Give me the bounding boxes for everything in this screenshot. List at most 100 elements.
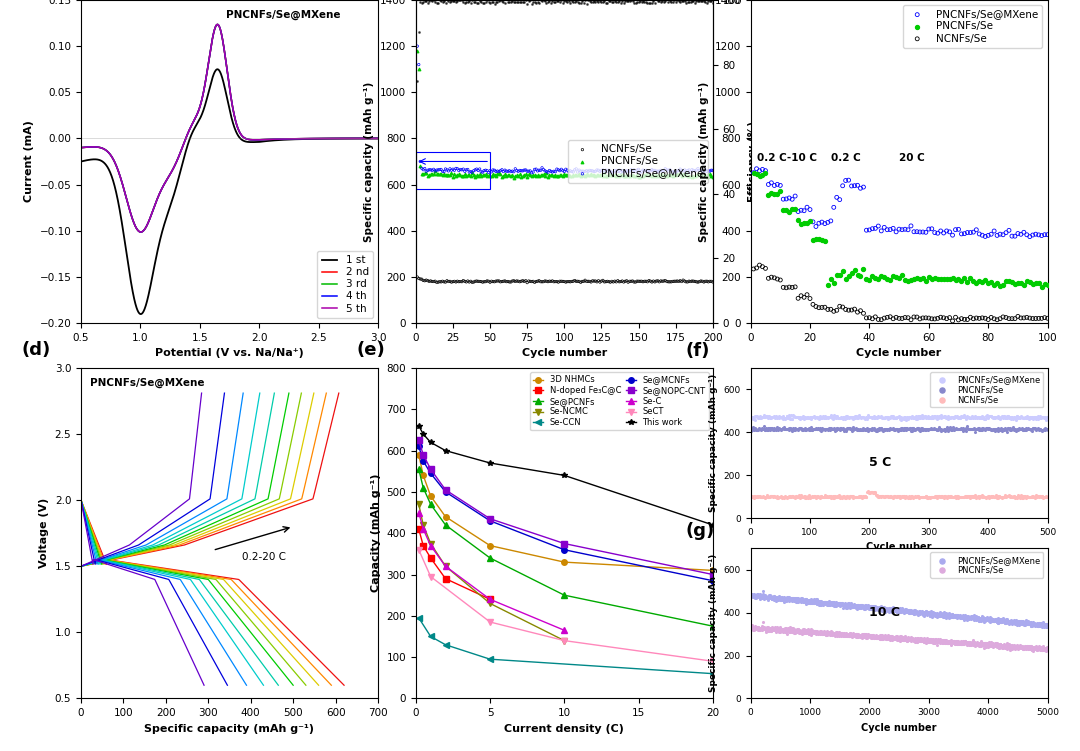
PNCNFs/Se [829, 627, 847, 639]
PNCNFs/Se [883, 630, 901, 642]
PNCNFs/Se [998, 641, 1015, 653]
PNCNFs/Se@MXene [932, 609, 949, 621]
PNCNFs/Se [999, 638, 1016, 650]
PNCNFs/Se [967, 639, 984, 651]
NCNFs/Se [579, 276, 596, 288]
PNCNFs/Se@MXene [757, 590, 774, 602]
NCNFs/Se [974, 312, 991, 324]
PNCNFs/Se@MXene [856, 412, 874, 424]
NCNFs/Se [630, 276, 647, 288]
NCNFs/Se [747, 490, 765, 502]
PNCNFs/Se@MXene [1018, 412, 1036, 424]
PNCNFs/Se@MXene [894, 602, 912, 614]
PNCNFs/Se@MXene [841, 602, 859, 614]
PNCNFs/Se [753, 622, 770, 634]
PNCNFs/Se@MXene [1032, 412, 1050, 424]
PNCNFs/Se [793, 625, 810, 637]
PNCNFs/Se [784, 622, 801, 634]
PNCNFs/Se [746, 622, 764, 634]
PNCNFs/Se@MXene [1001, 615, 1018, 627]
PNCNFs/Se [964, 275, 982, 287]
PNCNFs/Se [1031, 643, 1049, 655]
PNCNFs/Se [902, 632, 919, 644]
PNCNFs/Se@MXene [928, 609, 945, 621]
PNCNFs/Se [838, 630, 855, 642]
PNCNFs/Se [670, 168, 687, 180]
PNCNFs/Se [486, 169, 503, 181]
NCNFs/Se [822, 492, 839, 504]
PNCNFs/Se@MXene [1001, 412, 1018, 424]
PNCNFs/Se@MXene [834, 597, 851, 609]
NCNFs/Se [807, 300, 825, 312]
PNCNFs/Se@MXene [1010, 617, 1027, 629]
PNCNFs/Se [1038, 643, 1055, 655]
PNCNFs/Se@MXene [764, 411, 781, 423]
PNCNFs/Se@MXene [948, 410, 966, 422]
Point [638, 0, 656, 9]
PNCNFs/Se [957, 638, 974, 650]
NCNFs/Se [573, 276, 591, 288]
PNCNFs/Se@MXene [745, 590, 762, 602]
PNCNFs/Se [910, 635, 928, 647]
PNCNFs/Se [909, 422, 927, 434]
PNCNFs/Se@MXene [762, 592, 780, 604]
NCNFs/Se [990, 490, 1008, 502]
4 th [307, 134, 320, 143]
PNCNFs/Se@MXene [859, 602, 876, 614]
PNCNFs/Se@MXene [781, 593, 798, 605]
NCNFs/Se [964, 312, 982, 324]
PNCNFs/Se@MXene [869, 220, 887, 232]
NCNFs/Se [882, 491, 900, 503]
PNCNFs/Se@MXene [937, 609, 955, 621]
PNCNFs/Se [902, 273, 919, 285]
PNCNFs/Se [753, 422, 770, 434]
PNCNFs/Se@MXene [849, 600, 866, 612]
PNCNFs/Se@MXene [950, 610, 968, 622]
PNCNFs/Se@MXene [785, 594, 802, 606]
PNCNFs/Se [822, 626, 839, 638]
PNCNFs/Se [961, 637, 978, 649]
NCNFs/Se [602, 276, 619, 288]
PNCNFs/Se@MXene [833, 599, 850, 611]
PNCNFs/Se [1026, 642, 1043, 654]
PNCNFs/Se [835, 629, 852, 641]
NCNFs/Se [961, 311, 978, 323]
NCNFs/Se [876, 491, 893, 503]
PNCNFs/Se [958, 637, 975, 649]
PNCNFs/Se [962, 638, 980, 650]
PNCNFs/Se [978, 638, 996, 650]
PNCNFs/Se@MXene [430, 164, 447, 176]
NCNFs/Se [1018, 490, 1036, 502]
PNCNFs/Se [757, 623, 774, 635]
PNCNFs/Se [773, 624, 791, 636]
PNCNFs/Se@MXene [652, 164, 670, 176]
PNCNFs/Se@MXene [836, 597, 853, 609]
PNCNFs/Se [431, 167, 448, 179]
PNCNFs/Se@MXene [994, 614, 1011, 626]
PNCNFs/Se@MXene [829, 599, 847, 611]
PNCNFs/Se [869, 423, 887, 435]
PNCNFs/Se [872, 422, 889, 434]
PNCNFs/Se [962, 638, 980, 650]
PNCNFs/Se [916, 423, 933, 435]
NCNFs/Se [923, 313, 941, 325]
Point [558, 0, 576, 8]
PNCNFs/Se [1008, 424, 1025, 436]
PNCNFs/Se@MXene [691, 164, 708, 176]
PNCNFs/Se@MXene [842, 601, 860, 613]
PNCNFs/Se [932, 635, 949, 647]
NCNFs/Se [926, 491, 943, 503]
PNCNFs/Se@MXene [814, 596, 832, 608]
PNCNFs/Se@MXene [598, 165, 616, 177]
NCNFs/Se [673, 276, 690, 288]
PNCNFs/Se [1035, 643, 1052, 655]
PNCNFs/Se [832, 629, 849, 641]
PNCNFs/Se@MXene [816, 596, 834, 608]
PNCNFs/Se [902, 635, 919, 647]
PNCNFs/Se [767, 623, 784, 635]
PNCNFs/Se@MXene [774, 593, 792, 605]
PNCNFs/Se@MXene [820, 597, 837, 609]
PNCNFs/Se@MXene [964, 412, 982, 424]
PNCNFs/Se [980, 639, 997, 651]
PNCNFs/Se@MXene [772, 593, 789, 605]
